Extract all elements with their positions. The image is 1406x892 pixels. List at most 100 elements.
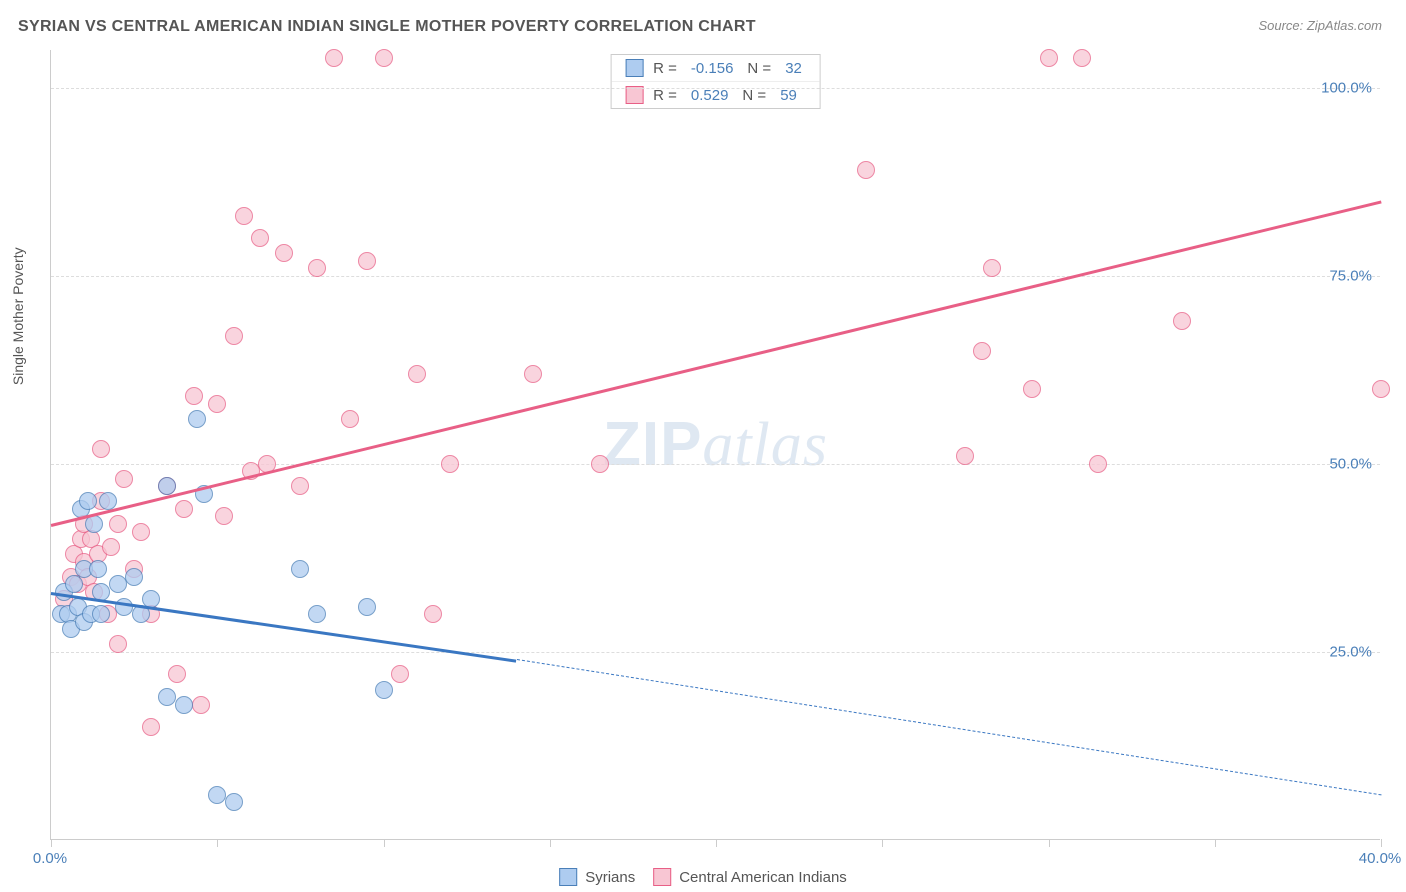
cai-point (109, 515, 127, 533)
x-tick-label: 0.0% (33, 850, 67, 867)
cai-point (341, 410, 359, 428)
cai-point (225, 327, 243, 345)
cai-point (857, 161, 875, 179)
y-tick-label: 25.0% (1329, 643, 1372, 660)
gridline (51, 652, 1380, 653)
cai-point (1372, 380, 1390, 398)
x-tick (1381, 839, 1382, 847)
cai-point (142, 718, 160, 736)
plot-area: ZIPatlas R = -0.156 N = 32 R = 0.529 N =… (50, 50, 1380, 840)
syrians-point (175, 696, 193, 714)
r-value-cai: 0.529 (691, 87, 729, 104)
cai-point (132, 523, 150, 541)
cai-point (441, 455, 459, 473)
cai-point (1040, 49, 1058, 67)
n-label: N = (742, 87, 766, 104)
syrians-point (291, 560, 309, 578)
syrians-point (115, 598, 133, 616)
cai-point (251, 229, 269, 247)
cai-point (192, 696, 210, 714)
syrians-point (125, 568, 143, 586)
cai-point (308, 259, 326, 277)
cai-point (291, 477, 309, 495)
syrians-point (65, 575, 83, 593)
cai-point (524, 365, 542, 383)
cai-point (325, 49, 343, 67)
x-tick (716, 839, 717, 847)
y-axis-label: Single Mother Poverty (10, 247, 26, 385)
chart-title: SYRIAN VS CENTRAL AMERICAN INDIAN SINGLE… (18, 18, 756, 36)
syrians-point (89, 560, 107, 578)
syrians-point (208, 786, 226, 804)
syrians-point (109, 575, 127, 593)
cai-point (115, 470, 133, 488)
r-value-syrians: -0.156 (691, 60, 734, 77)
x-tick (882, 839, 883, 847)
legend-label-syrians: Syrians (585, 869, 635, 886)
cai-point (168, 665, 186, 683)
cai-point (391, 665, 409, 683)
cai-point (424, 605, 442, 623)
x-tick (51, 839, 52, 847)
syrians-point (375, 681, 393, 699)
cai-point (956, 447, 974, 465)
syrians-point (79, 492, 97, 510)
stats-legend-box: R = -0.156 N = 32 R = 0.529 N = 59 (610, 54, 821, 109)
syrians-point (85, 515, 103, 533)
syrians-point (225, 793, 243, 811)
syrians-point (308, 605, 326, 623)
trend-line-syrians-dashed (516, 659, 1381, 795)
syrians-point (188, 410, 206, 428)
n-value-cai: 59 (780, 87, 797, 104)
cai-point (235, 207, 253, 225)
legend-label-cai: Central American Indians (679, 869, 847, 886)
n-value-syrians: 32 (785, 60, 802, 77)
legend-item-syrians: Syrians (559, 868, 635, 886)
cai-point (983, 259, 1001, 277)
swatch-cai (625, 86, 643, 104)
bottom-legend: Syrians Central American Indians (559, 868, 847, 886)
x-tick (1049, 839, 1050, 847)
x-tick (550, 839, 551, 847)
x-tick (1215, 839, 1216, 847)
cai-point (1089, 455, 1107, 473)
watermark-rest: atlas (702, 411, 828, 479)
x-tick-label: 40.0% (1359, 850, 1402, 867)
x-tick (217, 839, 218, 847)
cai-point (1173, 312, 1191, 330)
cai-point (375, 49, 393, 67)
cai-point (208, 395, 226, 413)
y-tick-label: 100.0% (1321, 79, 1372, 96)
trend-line-cai (51, 201, 1382, 527)
stats-row-syrians: R = -0.156 N = 32 (611, 55, 820, 81)
watermark-bold: ZIP (603, 410, 702, 479)
cai-point (102, 538, 120, 556)
gridline (51, 88, 1380, 89)
stats-row-cai: R = 0.529 N = 59 (611, 81, 820, 108)
watermark: ZIPatlas (603, 409, 828, 481)
x-tick (384, 839, 385, 847)
syrians-point (158, 688, 176, 706)
swatch-syrians (625, 59, 643, 77)
n-label: N = (747, 60, 771, 77)
cai-point (185, 387, 203, 405)
gridline (51, 276, 1380, 277)
syrians-point (158, 477, 176, 495)
cai-point (591, 455, 609, 473)
cai-point (275, 244, 293, 262)
legend-item-cai: Central American Indians (653, 868, 847, 886)
cai-point (973, 342, 991, 360)
cai-point (92, 440, 110, 458)
source-attribution: Source: ZipAtlas.com (1258, 18, 1382, 33)
syrians-point (92, 605, 110, 623)
cai-point (175, 500, 193, 518)
legend-swatch-cai (653, 868, 671, 886)
cai-point (1073, 49, 1091, 67)
chart-container: SYRIAN VS CENTRAL AMERICAN INDIAN SINGLE… (0, 0, 1406, 892)
y-tick-label: 50.0% (1329, 455, 1372, 472)
y-tick-label: 75.0% (1329, 267, 1372, 284)
cai-point (215, 507, 233, 525)
cai-point (408, 365, 426, 383)
legend-swatch-syrians (559, 868, 577, 886)
cai-point (358, 252, 376, 270)
